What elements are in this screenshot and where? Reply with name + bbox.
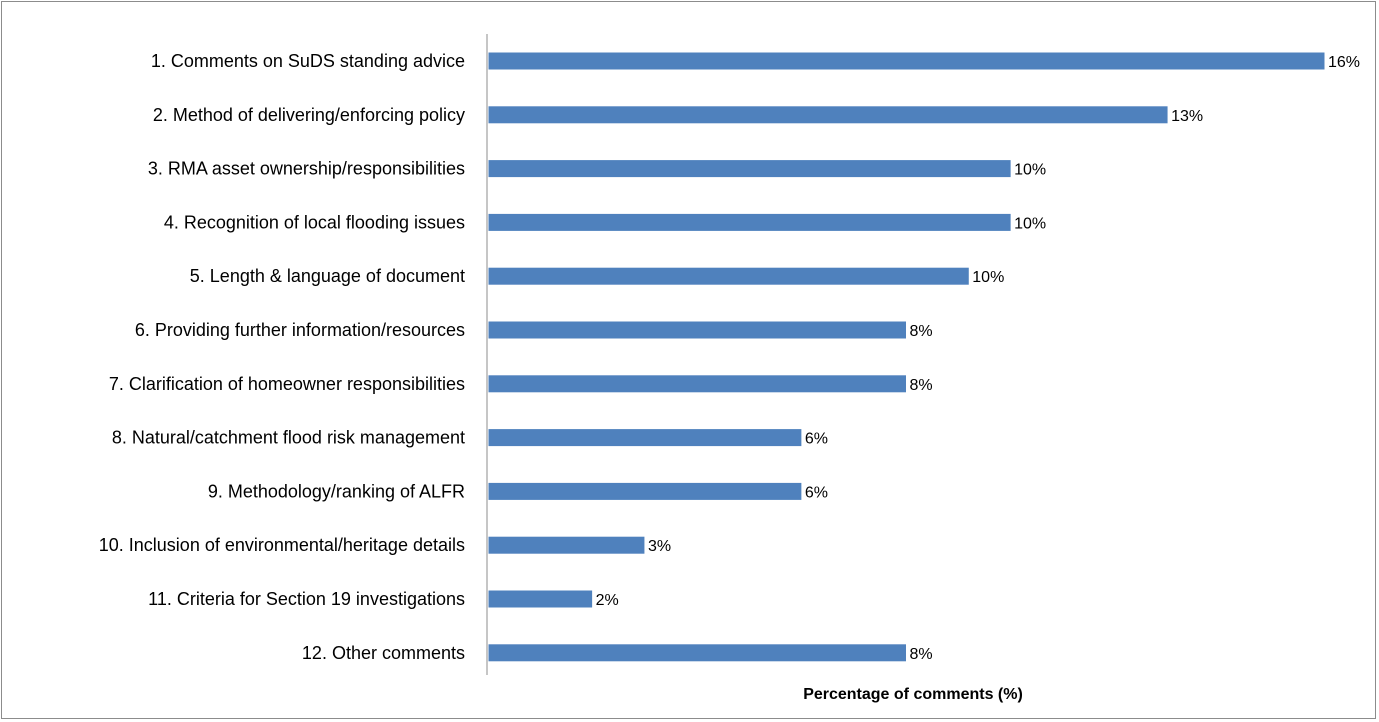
data-label: 10% bbox=[1014, 215, 1046, 232]
category-label: 12. Other comments bbox=[302, 643, 465, 663]
bar bbox=[487, 320, 907, 340]
category-label: 8. Natural/catchment flood risk manageme… bbox=[112, 428, 465, 448]
category-label: 7. Clarification of homeowner responsibi… bbox=[109, 374, 465, 394]
bar bbox=[487, 51, 1326, 71]
category-label: 6. Providing further information/resourc… bbox=[135, 320, 465, 340]
data-label: 6% bbox=[805, 431, 828, 448]
category-label: 11. Criteria for Section 19 investigatio… bbox=[148, 589, 465, 609]
data-labels: 16% 13% 10% 10% 10% 8% 8% 6% 6% 3% 2% 8% bbox=[596, 54, 1360, 663]
bar bbox=[487, 643, 907, 663]
data-label: 6% bbox=[805, 484, 828, 501]
data-label: 2% bbox=[596, 592, 619, 609]
data-label: 8% bbox=[910, 377, 933, 394]
category-label: 3. RMA asset ownership/responsibilities bbox=[148, 159, 465, 179]
category-labels: 1. Comments on SuDS standing advice 2. Me… bbox=[99, 51, 465, 663]
bar bbox=[487, 105, 1169, 125]
category-label: 2. Method of delivering/enforcing policy bbox=[153, 105, 465, 125]
data-label: 10% bbox=[1014, 162, 1046, 179]
category-label: 1. Comments on SuDS standing advice bbox=[151, 51, 465, 71]
category-label: 5. Length & language of document bbox=[190, 266, 465, 286]
x-axis-title: Percentage of comments (%) bbox=[803, 686, 1023, 703]
data-label: 13% bbox=[1171, 108, 1203, 125]
bar bbox=[487, 159, 1012, 179]
category-label: 4. Recognition of local flooding issues bbox=[164, 212, 465, 232]
category-label: 9. Methodology/ranking of ALFR bbox=[208, 481, 465, 501]
bar bbox=[487, 428, 803, 448]
data-label: 16% bbox=[1328, 54, 1360, 71]
bar bbox=[487, 589, 594, 609]
bars bbox=[487, 51, 1326, 663]
category-label: 10. Inclusion of environmental/heritage … bbox=[99, 535, 465, 555]
data-label: 8% bbox=[910, 646, 933, 663]
data-label: 10% bbox=[972, 269, 1004, 286]
bar bbox=[487, 266, 970, 286]
bar bbox=[487, 481, 803, 501]
bar bbox=[487, 535, 646, 555]
data-label: 8% bbox=[910, 323, 933, 340]
bar bbox=[487, 212, 1012, 232]
data-label: 3% bbox=[648, 538, 671, 555]
bar bbox=[487, 374, 907, 394]
